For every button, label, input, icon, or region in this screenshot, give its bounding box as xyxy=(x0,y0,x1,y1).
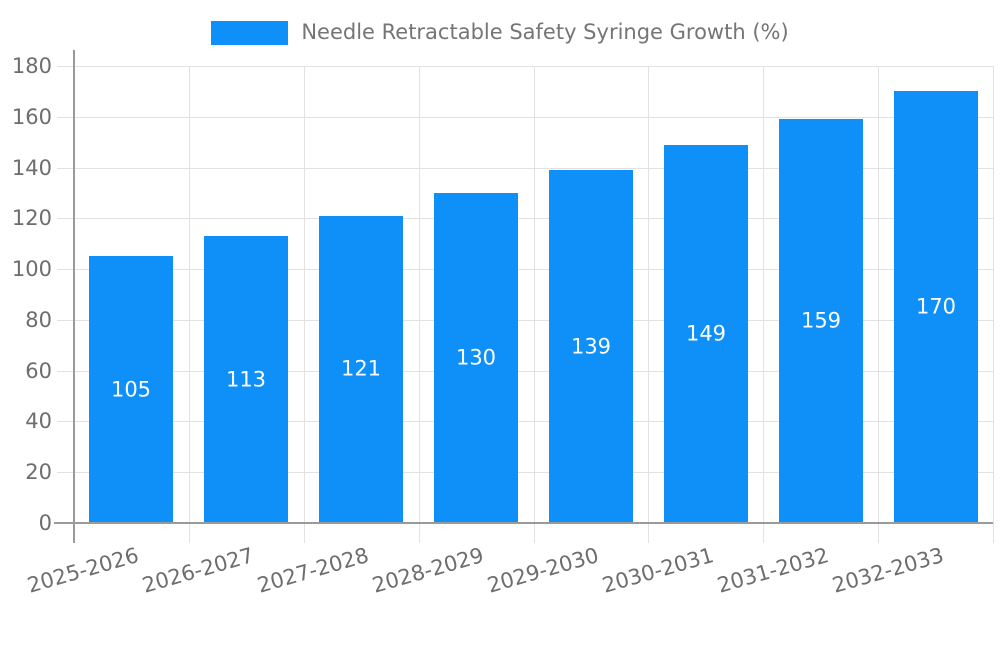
y-gridline xyxy=(57,117,993,118)
x-gridline xyxy=(534,66,535,543)
legend: Needle Retractable Safety Syringe Growth… xyxy=(0,20,1000,45)
bar-value-label: 159 xyxy=(800,308,842,333)
bar-value-label: 170 xyxy=(915,294,957,319)
y-tick-label: 180 xyxy=(11,54,52,78)
y-gridline xyxy=(57,421,993,422)
bar-value-label: 139 xyxy=(570,334,612,359)
y-gridline xyxy=(57,320,993,321)
bar-value-label: 149 xyxy=(685,321,727,346)
y-tick-label: 80 xyxy=(25,308,52,332)
bar xyxy=(319,216,403,523)
x-gridline xyxy=(993,66,994,543)
y-tick-label: 140 xyxy=(11,156,52,180)
bar xyxy=(89,256,173,523)
x-gridline xyxy=(419,66,420,543)
x-gridline xyxy=(304,66,305,543)
x-gridline xyxy=(189,66,190,543)
y-gridline xyxy=(57,472,993,473)
bar-chart: Needle Retractable Safety Syringe Growth… xyxy=(0,20,1000,598)
bar xyxy=(779,119,863,523)
y-gridline xyxy=(57,269,993,270)
bar xyxy=(664,145,748,523)
bar-value-label: 121 xyxy=(340,356,382,381)
x-gridline xyxy=(878,66,879,543)
y-gridline xyxy=(57,218,993,219)
legend-swatch xyxy=(211,20,289,45)
bar xyxy=(434,193,518,523)
x-gridline xyxy=(648,66,649,543)
y-gridline xyxy=(57,371,993,372)
y-tick-label: 120 xyxy=(11,206,52,230)
x-axis-line xyxy=(54,522,993,524)
y-tick-label: 40 xyxy=(25,409,52,433)
y-axis-line xyxy=(73,50,75,543)
y-tick-label: 20 xyxy=(25,460,52,484)
legend-label: Needle Retractable Safety Syringe Growth… xyxy=(301,20,789,44)
y-tick-label: 100 xyxy=(11,257,52,281)
bar xyxy=(204,236,288,523)
y-tick-label: 0 xyxy=(38,511,52,535)
x-gridline xyxy=(763,66,764,543)
y-gridline xyxy=(57,66,993,67)
y-tick-label: 60 xyxy=(25,359,52,383)
bar-value-label: 105 xyxy=(110,377,152,402)
bar-value-label: 130 xyxy=(455,345,497,370)
y-gridline xyxy=(57,168,993,169)
bar xyxy=(894,91,978,523)
bar xyxy=(549,170,633,523)
bar-value-label: 113 xyxy=(225,367,267,392)
y-tick-label: 160 xyxy=(11,105,52,129)
